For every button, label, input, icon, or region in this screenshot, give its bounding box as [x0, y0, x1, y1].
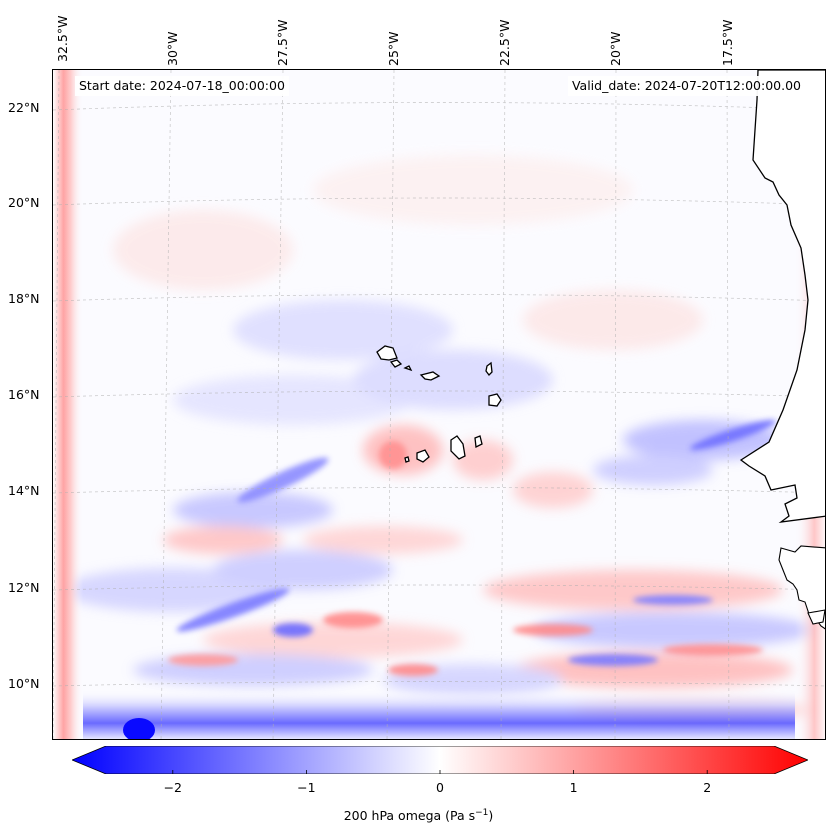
colorbar-gradient — [72, 746, 808, 774]
island-santiago — [450, 435, 466, 460]
omega-field-map — [53, 70, 825, 739]
colorbar — [72, 746, 808, 774]
colorbar-tick-2: 2 — [703, 780, 712, 795]
lat-label-14n: 14°N — [8, 483, 40, 498]
lon-label-25w: 25°W — [386, 31, 401, 66]
island-maio — [474, 435, 483, 448]
island-sao-nicolau — [419, 371, 441, 381]
lon-label-30w: 30°W — [165, 31, 180, 66]
map-gridlines — [53, 70, 825, 739]
lat-label-20n: 20°N — [8, 195, 40, 210]
cape-verde-islands — [376, 345, 502, 463]
lon-label-27.5w: 27.5°W — [275, 19, 290, 66]
senegal-gambia-guinea-coast — [778, 545, 825, 630]
island-santo-antao — [376, 345, 398, 361]
island-boa-vista — [488, 393, 502, 407]
lon-label-20w: 20°W — [608, 31, 623, 66]
island-brava — [404, 456, 410, 463]
omega-map-panel — [52, 69, 826, 740]
valid-date-label: Valid_date: 2024-07-20T12:00:00.00 — [567, 76, 805, 96]
colorbar-tick-neg1: −1 — [297, 780, 316, 795]
lon-label-32.5w: 32.5°W — [55, 15, 70, 62]
omega-field — [53, 70, 825, 739]
lon-label-17.5w: 17.5°W — [720, 19, 735, 66]
island-santa-luzia — [403, 365, 413, 372]
colorbar-label: 200 hPa omega (Pa s−1) — [343, 808, 494, 824]
start-date-label: Start date: 2024-07-18_00:00:00 — [75, 76, 289, 96]
lat-label-10n: 10°N — [8, 676, 40, 691]
lat-label-18n: 18°N — [8, 291, 40, 306]
island-fogo — [416, 449, 430, 463]
island-sal — [485, 361, 493, 376]
island-sao-vicente — [389, 359, 403, 368]
african-coastline — [739, 70, 825, 523]
lat-label-16n: 16°N — [8, 387, 40, 402]
colorbar-tick-1: 1 — [569, 780, 578, 795]
lat-label-12n: 12°N — [8, 580, 40, 595]
lon-label-22.5w: 22.5°W — [497, 19, 512, 66]
colorbar-tick-0: 0 — [436, 780, 444, 795]
colorbar-tick-neg2: −2 — [163, 780, 183, 795]
lat-label-22n: 22°N — [8, 100, 40, 115]
